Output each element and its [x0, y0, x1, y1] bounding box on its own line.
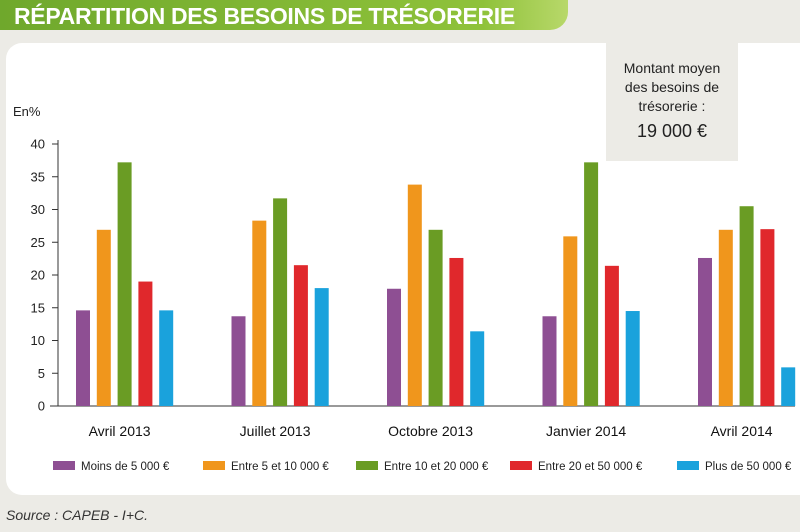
y-tick-label: 5 — [38, 366, 45, 381]
legend-swatch — [53, 461, 75, 470]
y-tick-label: 0 — [38, 399, 45, 414]
bar — [604, 265, 619, 406]
y-tick-label: 25 — [31, 235, 45, 250]
bar — [387, 288, 401, 406]
title-banner: RÉPARTITION DES BESOINS DE TRÉSORERIE — [0, 0, 568, 30]
average-amount-value: 19 000 € — [636, 121, 708, 141]
bar — [117, 162, 132, 406]
x-category-label: Octobre 2013 — [388, 423, 473, 439]
bar — [138, 281, 153, 406]
bar — [252, 220, 267, 406]
x-category-label: Janvier 2014 — [546, 423, 626, 439]
y-tick-label: 35 — [31, 169, 45, 184]
bar — [76, 310, 90, 406]
legend-label: Entre 5 et 10 000 € — [231, 461, 329, 473]
legend-label: Moins de 5 000 € — [81, 461, 170, 473]
bar — [159, 310, 174, 406]
bar — [449, 257, 464, 406]
x-category-label: Juillet 2013 — [240, 423, 311, 439]
average-amount-label: Montant moyen des besoins de trésorerie … — [623, 60, 721, 114]
average-amount-box: Montant moyen des besoins de trésorerie … — [606, 43, 738, 161]
x-category-label: Avril 2014 — [711, 423, 773, 439]
bar — [542, 316, 557, 406]
legend-swatch — [203, 461, 225, 470]
y-tick-label: 10 — [31, 333, 45, 348]
bar — [625, 311, 640, 406]
bar — [739, 206, 754, 406]
y-tick-label: 40 — [31, 137, 45, 152]
bar — [293, 265, 308, 406]
bar — [584, 162, 599, 406]
legend-label: Entre 20 et 50 000 € — [538, 461, 643, 473]
bar — [273, 198, 288, 406]
bar — [470, 331, 485, 406]
bar — [231, 316, 246, 406]
y-tick-label: 20 — [31, 268, 45, 283]
chart-title: RÉPARTITION DES BESOINS DE TRÉSORERIE — [14, 3, 515, 29]
bar — [760, 229, 775, 406]
y-tick-label: 15 — [31, 300, 45, 315]
y-axis-label: En% — [13, 104, 41, 119]
legend-label: Plus de 50 000 € — [705, 461, 792, 473]
legend-swatch — [510, 461, 532, 470]
bar — [563, 236, 578, 406]
bar — [718, 229, 733, 406]
x-category-label: Avril 2013 — [89, 423, 151, 439]
bar — [428, 229, 443, 406]
bar — [698, 257, 712, 406]
source-note: Source : CAPEB - I+C. — [6, 507, 148, 523]
legend-swatch — [356, 461, 378, 470]
y-tick-label: 30 — [31, 202, 45, 217]
legend-swatch — [677, 461, 699, 470]
bar — [96, 229, 111, 406]
legend-label: Entre 10 et 20 000 € — [384, 461, 489, 473]
bar — [407, 184, 422, 406]
bar — [781, 367, 796, 406]
bar — [314, 288, 329, 406]
